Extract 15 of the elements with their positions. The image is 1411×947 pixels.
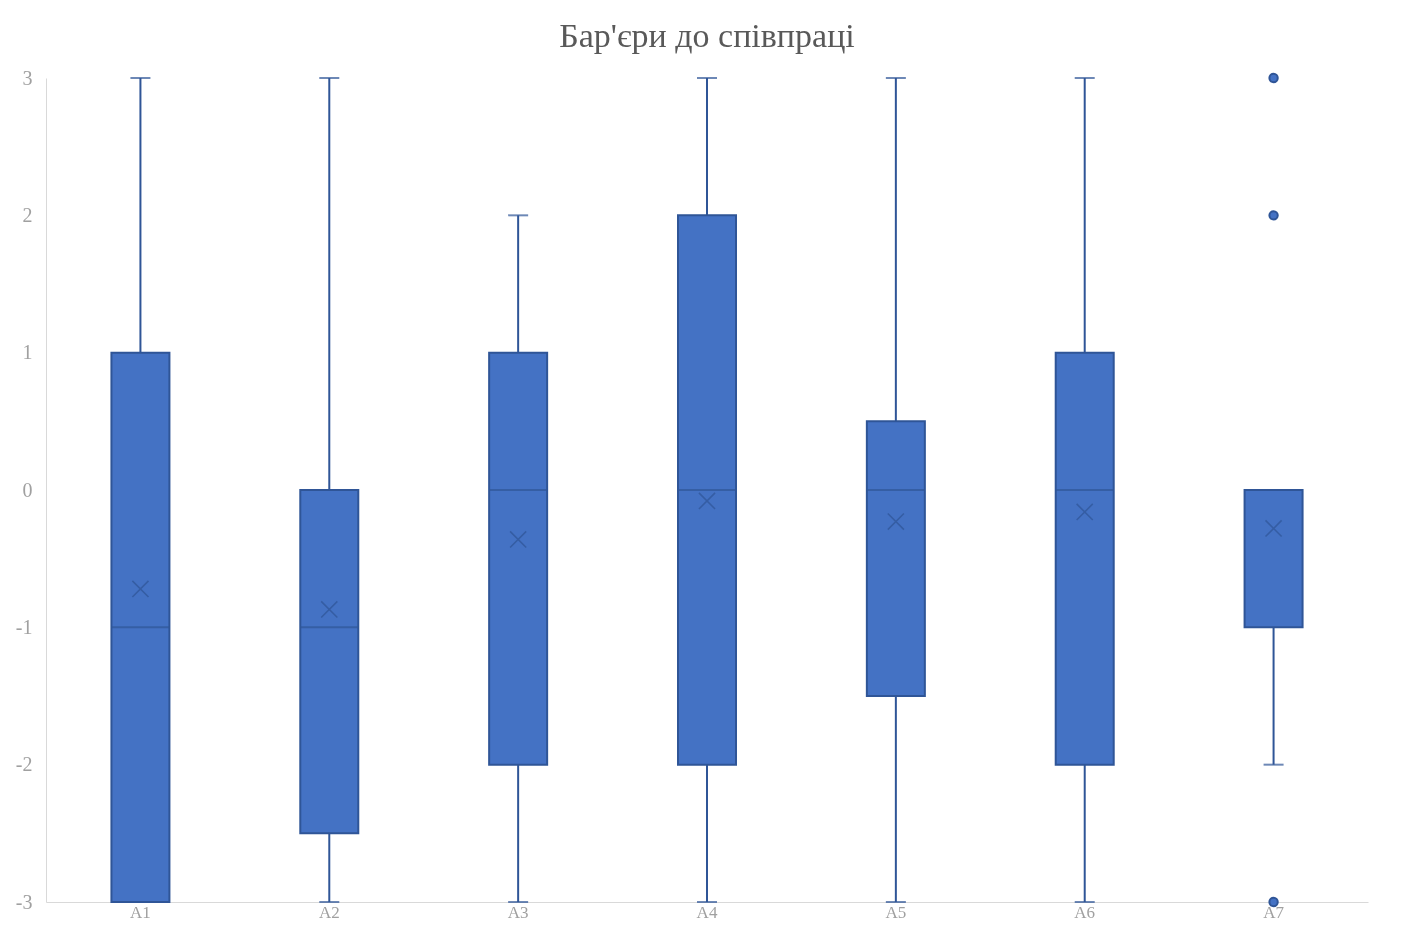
x-tick-label: A1	[130, 902, 151, 922]
x-tick-label: A3	[507, 902, 529, 922]
y-tick-label: 0	[22, 478, 33, 501]
y-tick-label: 2	[22, 203, 33, 226]
y-tick-label: 3	[22, 66, 33, 89]
y-tick-label: -3	[15, 890, 33, 913]
y-tick-label: 1	[22, 341, 33, 364]
x-tick-label: A4	[696, 902, 718, 922]
chart-title: Бар'єри до співпраці	[559, 17, 855, 54]
x-tick-label: A7	[1263, 902, 1285, 922]
x-tick-label: A6	[1074, 902, 1096, 922]
x-tick-label: A5	[885, 902, 907, 922]
y-tick-label: -1	[15, 615, 33, 638]
y-tick-label: -2	[15, 753, 33, 776]
x-tick-label: A2	[318, 902, 340, 922]
